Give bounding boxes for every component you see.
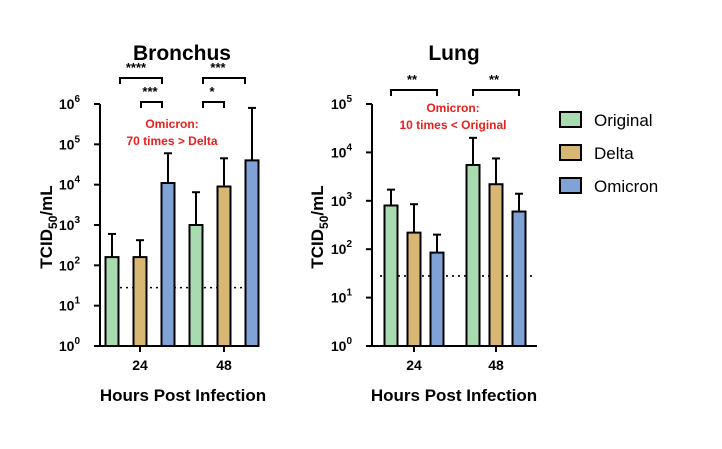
significance-label: *** (210, 60, 226, 75)
x-tick-label: 24 (132, 357, 148, 373)
annotation-text: Omicron: (145, 117, 198, 131)
legend-label-delta: Delta (594, 144, 634, 163)
legend: Original Delta Omicron (559, 111, 658, 196)
bar-delta-48 (488, 183, 504, 347)
bar-omicron-48 (244, 159, 260, 347)
x-tick-label: 48 (216, 357, 232, 373)
significance-bracket (202, 101, 225, 108)
bar-delta-48 (216, 185, 232, 347)
bar-original-24 (104, 256, 120, 347)
bar-original-24 (383, 204, 399, 347)
bar-original-48 (188, 224, 204, 347)
y-tick-label: 102 (331, 239, 353, 257)
y-tick-label: 105 (59, 134, 81, 152)
significance-label: *** (142, 84, 158, 99)
y-tick-label: 105 (331, 94, 353, 112)
y-tick-label: 104 (331, 142, 353, 160)
y-tick-label: 100 (331, 336, 353, 354)
annotation-text: 10 times < Original (399, 118, 506, 132)
y-tick-label: 103 (59, 215, 81, 233)
significance-label: ** (407, 72, 418, 87)
y-tick-label: 104 (59, 175, 81, 193)
legend-swatch-omicron (559, 177, 582, 194)
y-axis-title: TCID50/mL (37, 185, 60, 268)
panel-title: Bronchus (133, 42, 231, 65)
y-tick-label: 106 (59, 94, 81, 112)
y-axis-title: TCID50/mL (308, 185, 331, 268)
bar-omicron-24 (429, 251, 445, 347)
y-tick-label: 101 (59, 296, 81, 314)
significance-bracket (202, 77, 246, 84)
x-axis-title: Hours Post Infection (100, 386, 266, 405)
bar-original-48 (465, 163, 481, 347)
bar-omicron-48 (511, 210, 527, 347)
x-axis-title: Hours Post Infection (371, 386, 537, 405)
y-tick-label: 103 (331, 191, 353, 209)
significance-label: * (209, 84, 215, 99)
x-tick-label: 24 (406, 357, 422, 373)
significance-bracket (472, 89, 520, 96)
legend-label-omicron: Omicron (594, 177, 658, 196)
y-tick-label: 102 (59, 255, 81, 273)
significance-bracket (119, 77, 163, 84)
legend-label-original: Original (594, 111, 653, 130)
significance-label: ** (489, 72, 500, 87)
panel-title: Lung (428, 42, 479, 65)
significance-bracket (140, 101, 163, 108)
significance-label: **** (126, 60, 147, 75)
lung-panel: Lung 100 101 102 103 104 105 TCID50/mL 24 48 Hours… (308, 42, 537, 405)
legend-swatch-delta (559, 144, 582, 161)
legend-swatch-original (559, 111, 582, 128)
y-tick-label: 100 (59, 336, 81, 354)
annotation-text: Omicron: (426, 101, 479, 115)
x-tick-label: 48 (488, 357, 504, 373)
bronchus-panel: Bronchus 100 101 102 103 104 105 106 TCID50/mL 24… (37, 42, 266, 405)
bar-delta-24 (406, 231, 422, 347)
bar-omicron-24 (160, 181, 176, 347)
y-tick-label: 101 (331, 288, 353, 306)
annotation-text: 70 times > Delta (126, 134, 217, 148)
significance-bracket (390, 89, 438, 96)
bar-delta-24 (132, 256, 148, 347)
